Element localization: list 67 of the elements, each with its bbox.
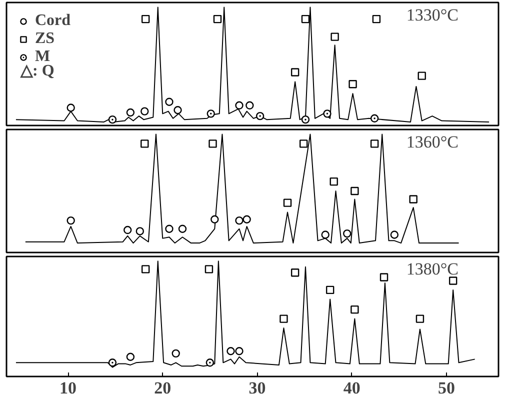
point bbox=[290, 68, 300, 76]
point bbox=[206, 358, 214, 367]
point bbox=[178, 224, 187, 233]
point bbox=[330, 177, 338, 186]
point bbox=[350, 186, 359, 196]
point bbox=[330, 32, 339, 41]
point bbox=[280, 314, 288, 323]
point bbox=[140, 107, 149, 116]
point bbox=[126, 108, 135, 117]
point bbox=[174, 106, 182, 114]
point bbox=[66, 104, 75, 112]
point bbox=[206, 110, 215, 118]
legend-label: M bbox=[35, 48, 50, 65]
point bbox=[235, 216, 244, 225]
annotation: △: Q bbox=[20, 62, 54, 80]
point bbox=[213, 14, 222, 24]
x-tick-label: 10 bbox=[60, 378, 76, 398]
point bbox=[348, 80, 357, 88]
point bbox=[350, 305, 359, 314]
point bbox=[409, 195, 418, 204]
point bbox=[380, 273, 388, 282]
point bbox=[301, 14, 310, 24]
point bbox=[108, 358, 117, 367]
point bbox=[208, 140, 217, 148]
legend-label: ZS bbox=[35, 30, 55, 48]
point bbox=[235, 101, 244, 110]
point bbox=[172, 349, 180, 358]
point bbox=[370, 140, 379, 148]
point bbox=[301, 115, 310, 124]
point bbox=[210, 215, 219, 224]
point bbox=[370, 114, 379, 122]
point bbox=[235, 347, 244, 356]
point bbox=[126, 352, 135, 361]
x-tick-label: 40 bbox=[343, 378, 360, 398]
chart-title: 1360°C bbox=[406, 132, 459, 152]
x-tick-label: 30 bbox=[248, 378, 266, 398]
point bbox=[416, 314, 424, 323]
point bbox=[246, 101, 254, 110]
point bbox=[108, 115, 117, 124]
point bbox=[299, 140, 308, 148]
point bbox=[323, 110, 332, 118]
point bbox=[290, 268, 300, 277]
point bbox=[321, 230, 330, 239]
point bbox=[124, 226, 132, 234]
point bbox=[372, 14, 381, 24]
point bbox=[418, 72, 426, 80]
chart-title: 1330°C bbox=[406, 6, 459, 24]
point bbox=[226, 347, 235, 356]
point bbox=[140, 140, 149, 148]
legend-label: Cord bbox=[35, 12, 71, 30]
point bbox=[141, 14, 150, 24]
x-tick-label: 20 bbox=[154, 378, 172, 398]
point bbox=[204, 265, 214, 274]
point bbox=[136, 227, 144, 236]
point bbox=[256, 112, 264, 120]
point bbox=[390, 230, 399, 239]
point bbox=[343, 229, 352, 238]
point bbox=[66, 216, 75, 225]
point bbox=[165, 224, 174, 233]
chart-title: 1380°C bbox=[406, 260, 459, 278]
point bbox=[448, 276, 458, 285]
point bbox=[283, 198, 292, 207]
point bbox=[326, 286, 334, 294]
x-tick-label: 50 bbox=[438, 378, 455, 398]
point bbox=[242, 215, 251, 224]
point bbox=[141, 265, 150, 274]
point bbox=[165, 98, 174, 106]
